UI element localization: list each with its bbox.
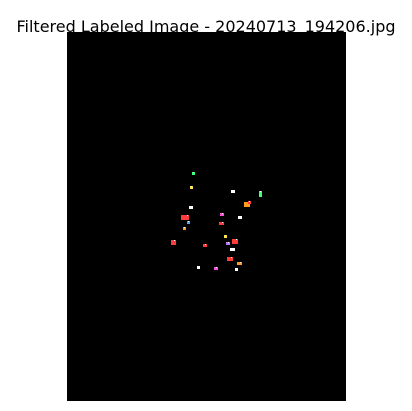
label-blob	[192, 172, 195, 175]
label-blob	[259, 191, 262, 197]
label-blob-edge	[249, 201, 250, 202]
label-blob	[190, 186, 193, 189]
label-blob	[197, 266, 200, 269]
label-blob	[171, 240, 176, 245]
label-blob	[219, 222, 224, 225]
label-blob	[226, 242, 230, 245]
label-blob	[227, 257, 233, 261]
label-blob-edge	[233, 248, 234, 249]
label-blob	[231, 190, 235, 193]
label-blob-edge	[191, 186, 192, 187]
label-blob-edge	[233, 190, 234, 191]
label-blob	[232, 239, 238, 244]
label-blob	[248, 201, 251, 204]
label-blobs	[171, 172, 262, 271]
label-blob-edge	[225, 235, 226, 236]
figure-title: Filtered Labeled Image - 20240713_194206…	[16, 17, 396, 36]
label-blob-edge	[228, 242, 229, 243]
label-blob	[203, 244, 207, 247]
label-blob	[230, 248, 235, 251]
label-blob-edge	[222, 222, 223, 223]
label-blob-edge	[231, 257, 232, 258]
label-blob-edge	[222, 213, 223, 214]
label-blob	[220, 213, 224, 216]
label-blob	[237, 262, 242, 265]
label-blob-edge	[193, 172, 194, 173]
labeled-image	[67, 32, 346, 401]
label-blob-edge	[216, 267, 217, 268]
label-blob-edge	[187, 215, 188, 216]
label-blob-edge	[260, 191, 261, 192]
label-blob-edge	[240, 262, 241, 263]
label-blob	[224, 235, 227, 238]
label-blob	[187, 221, 190, 224]
label-blob-edge	[240, 216, 241, 217]
label-blob	[214, 267, 218, 270]
label-blob-edge	[191, 206, 192, 207]
label-blob	[181, 215, 189, 220]
label-blob-edge	[188, 221, 189, 222]
label-blob-edge	[236, 239, 237, 240]
label-blob-edge	[184, 227, 185, 228]
label-blob-edge	[236, 268, 237, 269]
label-blob-edge	[174, 240, 175, 241]
label-blob-edge	[198, 266, 199, 267]
label-blob	[183, 227, 186, 230]
label-blob-edge	[205, 244, 206, 245]
label-blob	[189, 206, 193, 209]
label-blob	[235, 268, 238, 271]
label-blob	[244, 202, 250, 207]
label-blob	[238, 216, 242, 219]
